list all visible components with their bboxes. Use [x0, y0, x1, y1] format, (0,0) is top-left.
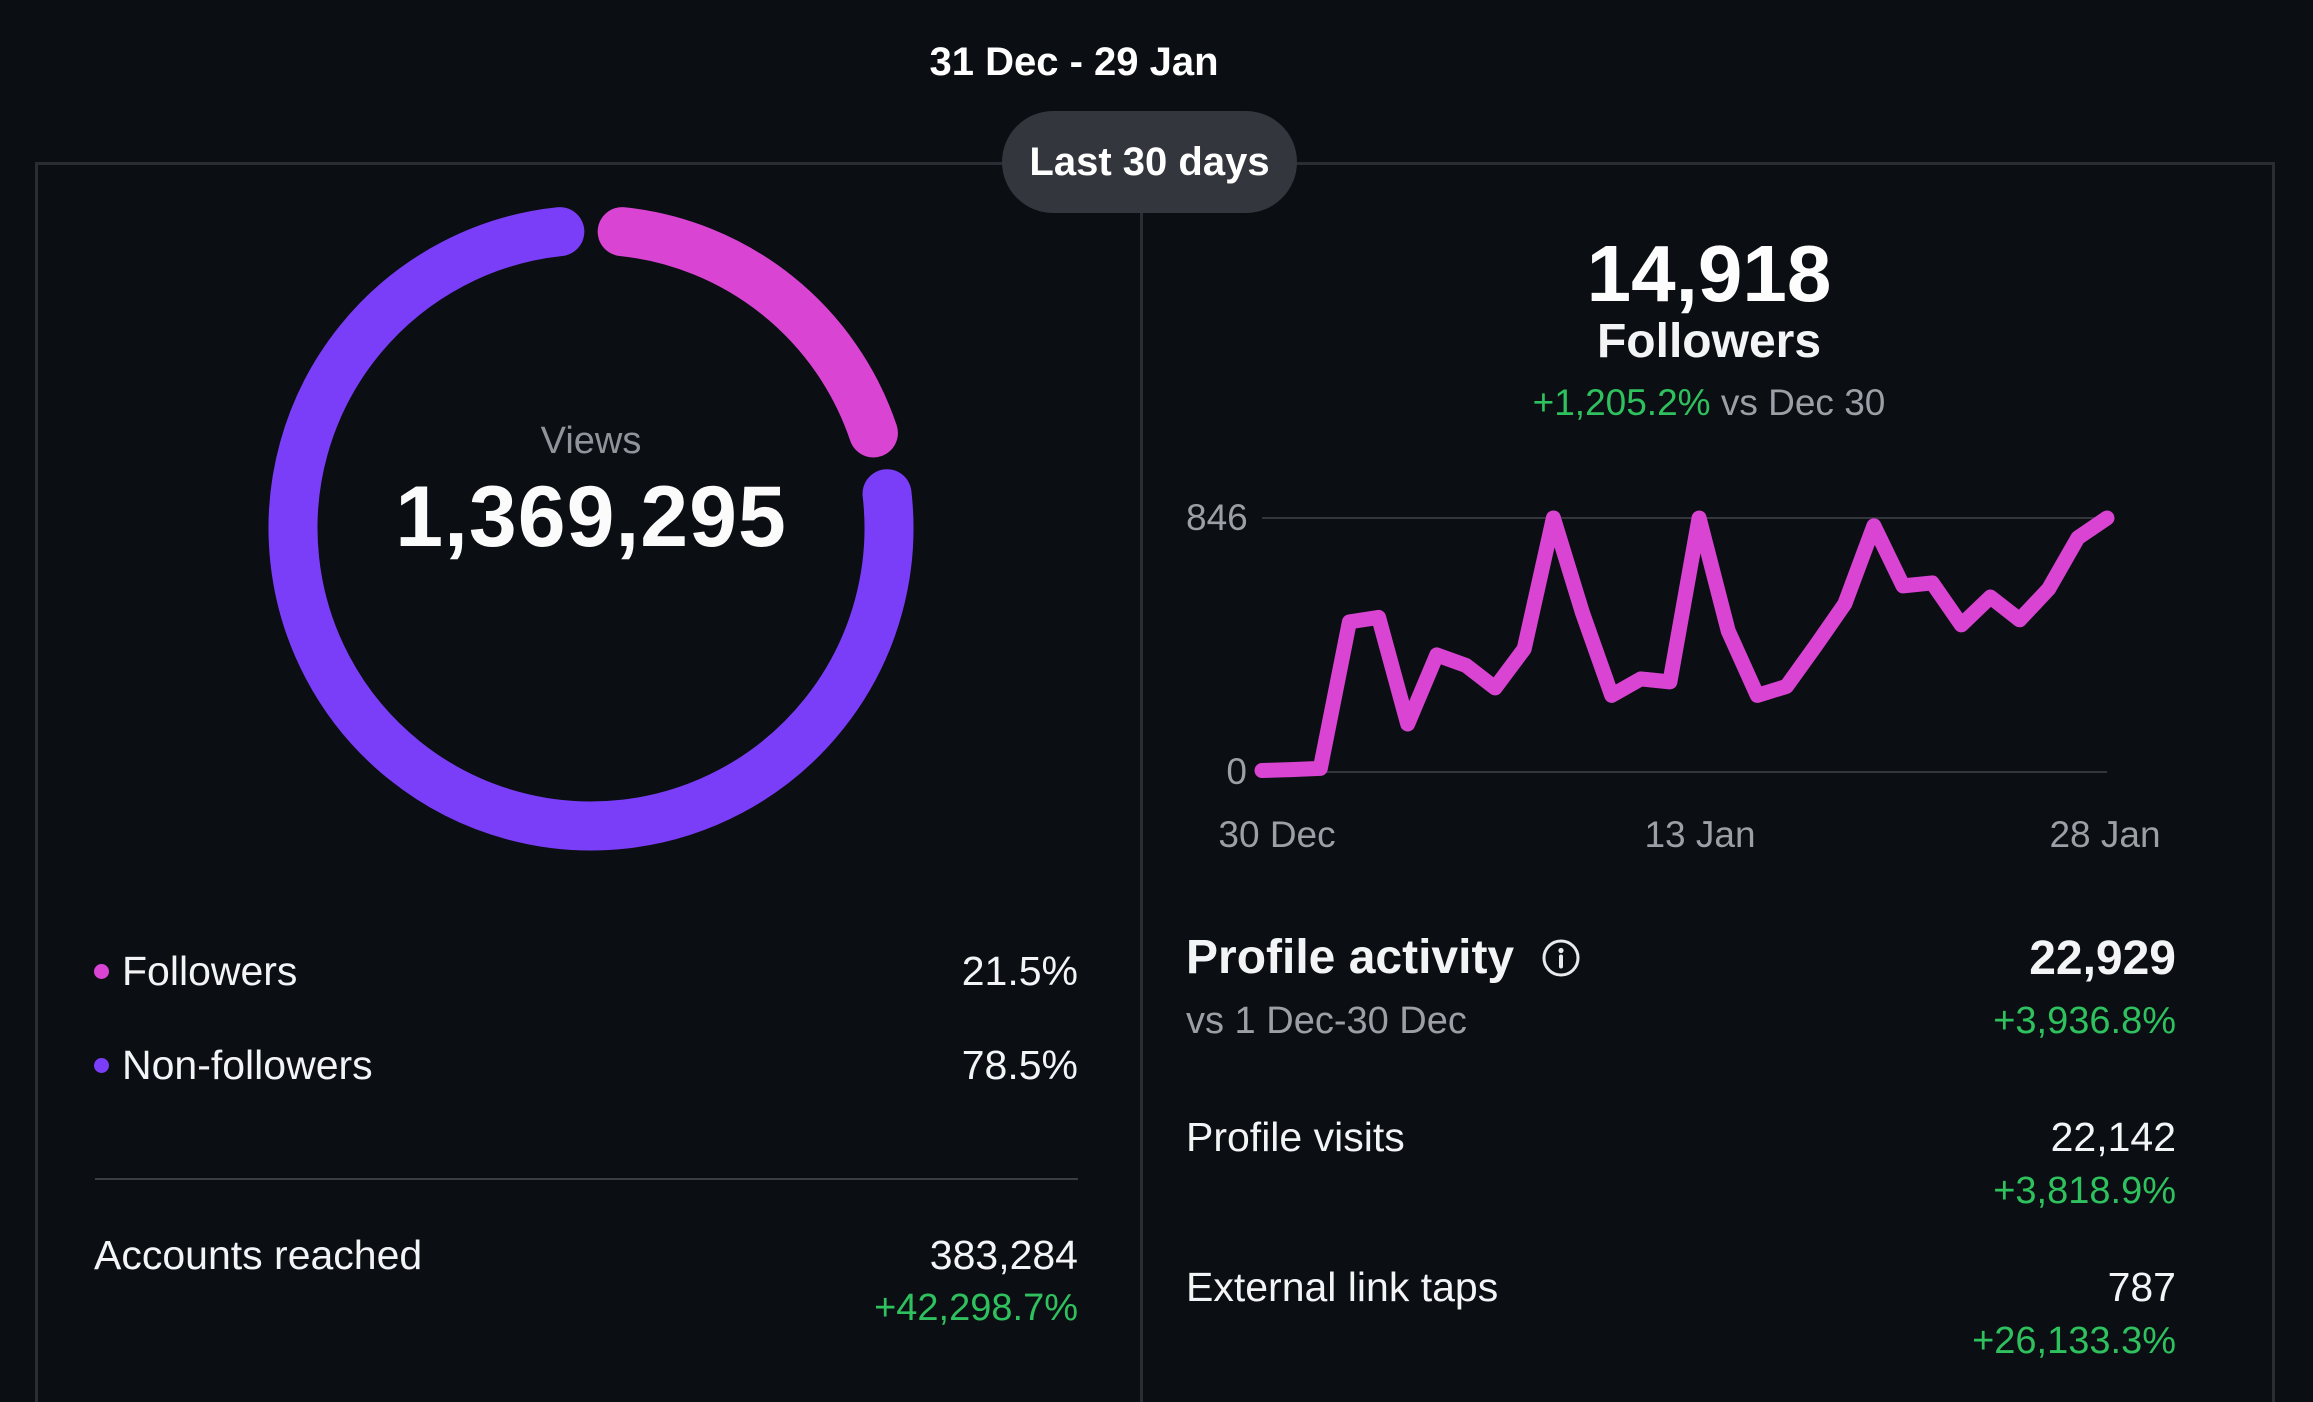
profile-activity-delta: +3,936.8%	[1993, 1000, 2176, 1042]
non-followers-legend-dot-icon	[94, 1058, 109, 1073]
external-link-taps-value: 787	[2107, 1264, 2176, 1310]
external-link-taps-label: External link taps	[1186, 1264, 1499, 1310]
donut-center-value: 1,369,295	[395, 469, 787, 565]
y-axis-max-label: 846	[1186, 497, 1248, 538]
followers-legend-label: Followers	[122, 948, 298, 994]
profile-visits-row: Profile visits 22,142 +3,818.9%	[1186, 1114, 2176, 1213]
followers-section-title: Followers	[1596, 315, 1822, 368]
legend-row-non-followers: Non-followers 78.5%	[94, 1042, 1078, 1089]
donut-center-label: Views	[540, 420, 642, 462]
profile-activity-title: Profile activity	[1186, 931, 1515, 984]
profile-activity-total: 22,929	[2029, 931, 2176, 985]
followers-delta: +1,205.2%	[1532, 382, 1711, 423]
accounts-reached-value: 383,284	[929, 1232, 1078, 1278]
profile-activity-subrow: vs 1 Dec-30 Dec +3,936.8%	[1186, 1000, 2176, 1043]
donut-segment-non-followers	[268, 207, 914, 851]
x-axis-end-label: 28 Jan	[2049, 814, 2161, 855]
x-axis-mid-label: 13 Jan	[1644, 814, 1756, 855]
x-axis-start-label: 30 Dec	[1218, 814, 1336, 855]
followers-delta-line: +1,205.2% vs Dec 30	[1143, 382, 2275, 424]
followers-delta-context: vs Dec 30	[1720, 382, 1886, 423]
followers-line-chart-canvas	[1254, 510, 2115, 778]
legend-row-followers: Followers 21.5%	[94, 948, 1078, 995]
profile-activity-period: vs 1 Dec-30 Dec	[1186, 1000, 1467, 1042]
followers-line-chart: 846 0 30 Dec 13 Jan 28 Jan	[1186, 470, 2190, 870]
accounts-reached-row: Accounts reached 383,284 +42,298.7%	[94, 1232, 1078, 1330]
profile-visits-value: 22,142	[2050, 1114, 2176, 1160]
accounts-reached-label: Accounts reached	[94, 1232, 423, 1278]
followers-total-value: 14,918	[1586, 229, 1832, 318]
views-donut-chart	[268, 207, 914, 851]
info-icon[interactable]	[1540, 937, 1582, 979]
profile-visits-label: Profile visits	[1186, 1114, 1405, 1160]
period-filter-button[interactable]: Last 30 days	[1002, 111, 1297, 213]
section-divider	[95, 1178, 1078, 1180]
profile-visits-delta: +3,818.9%	[1993, 1170, 2176, 1212]
date-range-label: 31 Dec - 29 Jan	[929, 40, 1219, 84]
external-link-taps-row: External link taps 787 +26,133.3%	[1186, 1264, 2176, 1363]
followers-trend-line	[1254, 510, 2115, 778]
profile-activity-header: Profile activity 22,929	[1186, 930, 2176, 986]
followers-legend-dot-icon	[94, 964, 109, 979]
y-axis-min-label: 0	[1226, 751, 1247, 792]
accounts-reached-delta: +42,298.7%	[874, 1287, 1078, 1329]
external-link-taps-delta: +26,133.3%	[1972, 1320, 2176, 1362]
non-followers-legend-label: Non-followers	[122, 1042, 373, 1088]
followers-legend-value: 21.5%	[961, 948, 1078, 994]
non-followers-legend-value: 78.5%	[961, 1042, 1078, 1088]
panel-divider	[1140, 162, 1143, 1402]
donut-segment-followers	[597, 207, 898, 458]
